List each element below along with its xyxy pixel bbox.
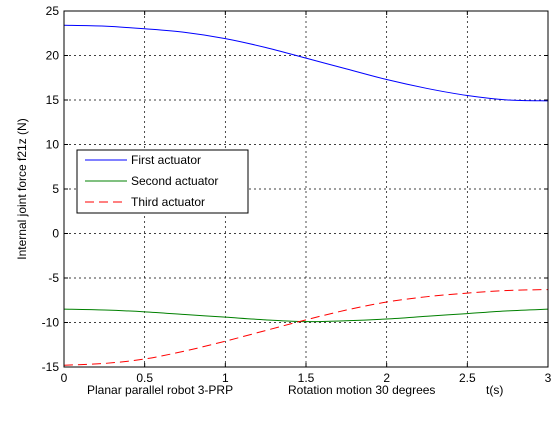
grid [64,11,548,367]
legend-label-3: Third actuator [131,195,205,209]
x-tick-label: 3 [545,371,552,385]
legend-label-1: First actuator [131,153,201,167]
y-tick-label: 5 [52,182,59,196]
ticks: 0 0.5 1 1.5 2 2.5 3 -15 -10 -5 0 5 10 15 20 25 [42,4,552,385]
y-tick-label: -5 [48,271,59,285]
y-tick-label: 20 [46,49,60,63]
x-tick-label: 1 [222,371,229,385]
y-tick-label: -10 [42,316,60,330]
series-line-1 [63,24,549,102]
x-tick-label: 2.5 [459,371,476,385]
y-tick-label: 10 [46,138,60,152]
legend: First actuator Second actuator Third actua… [76,149,249,214]
y-tick-label: 15 [46,93,60,107]
series-line-2 [63,308,549,323]
y-tick-label: 25 [46,4,60,18]
x-axis-label-middle: Rotation motion 30 degrees [288,383,435,397]
y-tick-label: -15 [42,360,60,374]
x-tick-label: 2 [383,371,390,385]
x-axis-label-right: t(s) [486,383,503,397]
y-tick-label: 0 [52,227,59,241]
legend-label-2: Second actuator [131,174,218,188]
x-axis-label-left: Planar parallel robot 3-PRP [87,383,233,397]
series-line-3 [63,289,549,366]
x-tick-label: 0 [61,371,68,385]
series-group [63,24,549,366]
y-axis-label: Internal joint force f21z (N) [15,118,29,259]
x-tick-label: 0.5 [136,371,153,385]
x-tick-label: 1.5 [298,371,315,385]
